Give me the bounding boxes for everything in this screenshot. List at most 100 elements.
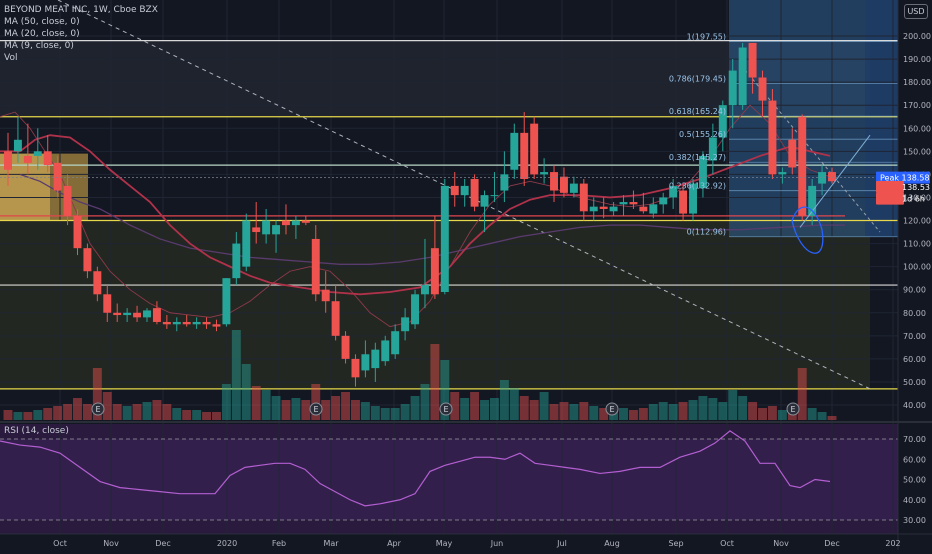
candle-body	[282, 220, 290, 226]
volume-bar	[202, 412, 212, 420]
candle-body	[728, 70, 737, 106]
candle-body	[718, 105, 727, 138]
candle-body	[609, 206, 618, 212]
earnings-marker-label: E	[443, 405, 448, 414]
candle-body	[103, 294, 112, 313]
candle-body	[311, 238, 320, 295]
candle-body	[480, 195, 489, 207]
volume-bar	[678, 402, 688, 420]
resistance-zone-shading	[0, 40, 870, 117]
volume-bar	[301, 400, 311, 420]
volume-bar	[33, 410, 43, 420]
time-tick-label: May	[436, 539, 453, 548]
candle-body	[272, 225, 281, 235]
candle-body	[301, 220, 310, 223]
time-tick-label: Oct	[720, 539, 734, 548]
volume-bar	[53, 406, 63, 420]
volume-bar	[549, 404, 559, 420]
candle-body	[569, 183, 578, 193]
volume-bar	[758, 408, 767, 420]
fib-level-label: 0(112.96)	[687, 228, 726, 237]
volume-bar	[360, 402, 370, 420]
volume-bar	[797, 368, 807, 420]
legend-title: BEYOND MEAT INC, 1W, Cboe BZX	[4, 5, 158, 15]
volume-bar	[92, 368, 102, 420]
price-tick-label: 40.00	[903, 401, 926, 410]
candle-body	[798, 116, 807, 216]
rsi-tick-label: 40.00	[903, 496, 926, 505]
volume-bar	[162, 404, 172, 420]
candle-body	[351, 358, 360, 378]
volume-bar	[708, 398, 718, 420]
candle-body	[331, 301, 340, 336]
fib-level-label: 0.382(145.27)	[669, 153, 726, 162]
candle-body	[93, 271, 102, 295]
volume-bar	[410, 396, 420, 420]
volume-bar	[509, 388, 519, 420]
candle-body	[599, 206, 608, 209]
candle-body	[778, 172, 787, 175]
price-tick-label: 170.00	[903, 101, 931, 110]
volume-bar	[619, 408, 628, 420]
price-tag-box	[876, 181, 904, 194]
volume-bar	[152, 400, 162, 420]
volume-bar	[420, 384, 430, 420]
volume-bar	[539, 392, 549, 420]
price-tick-label: 100.00	[903, 263, 931, 272]
currency-badge[interactable]: USD	[904, 4, 928, 19]
earnings-marker-label: E	[790, 405, 795, 414]
volume-bar	[589, 406, 599, 420]
candle-body	[83, 248, 92, 272]
volume-bar	[291, 398, 301, 420]
volume-bar	[13, 412, 23, 420]
volume-bar	[579, 402, 589, 420]
rsi-tick-label: 30.00	[903, 516, 926, 525]
candle-body	[758, 77, 767, 101]
candle-body	[689, 183, 697, 214]
price-tag-label: 1d 6h	[902, 195, 925, 204]
price-tag-box	[876, 171, 930, 184]
volume-bar	[470, 392, 480, 420]
volume-bar	[241, 364, 251, 420]
candle-body	[242, 220, 251, 267]
candle-body	[361, 354, 370, 371]
earnings-marker	[439, 402, 453, 416]
volume-bar	[718, 402, 728, 420]
volume-bar	[142, 402, 152, 420]
time-tick-label: 2020	[217, 539, 237, 548]
rsi-tick-label: 70.00	[903, 435, 926, 444]
highlight-ellipse	[791, 206, 824, 254]
time-tick-label: Jul	[556, 539, 567, 548]
candle-body	[143, 310, 151, 318]
volume-bar	[132, 404, 142, 420]
time-tick-label: Feb	[272, 539, 286, 548]
candle-body	[391, 331, 400, 355]
price-tick-label: 200.00	[903, 32, 931, 41]
candle-body	[828, 172, 836, 182]
price-tag-box	[876, 192, 904, 205]
time-tick-label: Mar	[323, 539, 339, 548]
volume-bar	[172, 408, 182, 420]
volume-bar	[43, 408, 53, 420]
candle-body	[500, 174, 509, 191]
price-tick-label: 50.00	[903, 378, 926, 387]
candle-body	[172, 321, 181, 325]
candle-body	[629, 202, 638, 205]
earnings-marker-label: E	[313, 405, 318, 414]
legend-ma9: MA (9, close, 0)	[4, 41, 74, 51]
candle-body	[510, 132, 519, 170]
volume-bar	[23, 412, 33, 420]
earnings-marker-label: E	[95, 405, 100, 414]
candle-body	[788, 139, 797, 168]
candle-body	[818, 172, 827, 184]
volume-bar	[63, 404, 73, 420]
fib-level-label: 0.5(155.26)	[679, 130, 726, 139]
time-tick-label: Sep	[668, 539, 683, 548]
earnings-marker	[605, 402, 619, 416]
time-tick-label: Nov	[773, 539, 789, 548]
volume-bar	[212, 412, 221, 420]
candle-body	[589, 206, 598, 212]
price-tick-label: 190.00	[903, 55, 931, 64]
